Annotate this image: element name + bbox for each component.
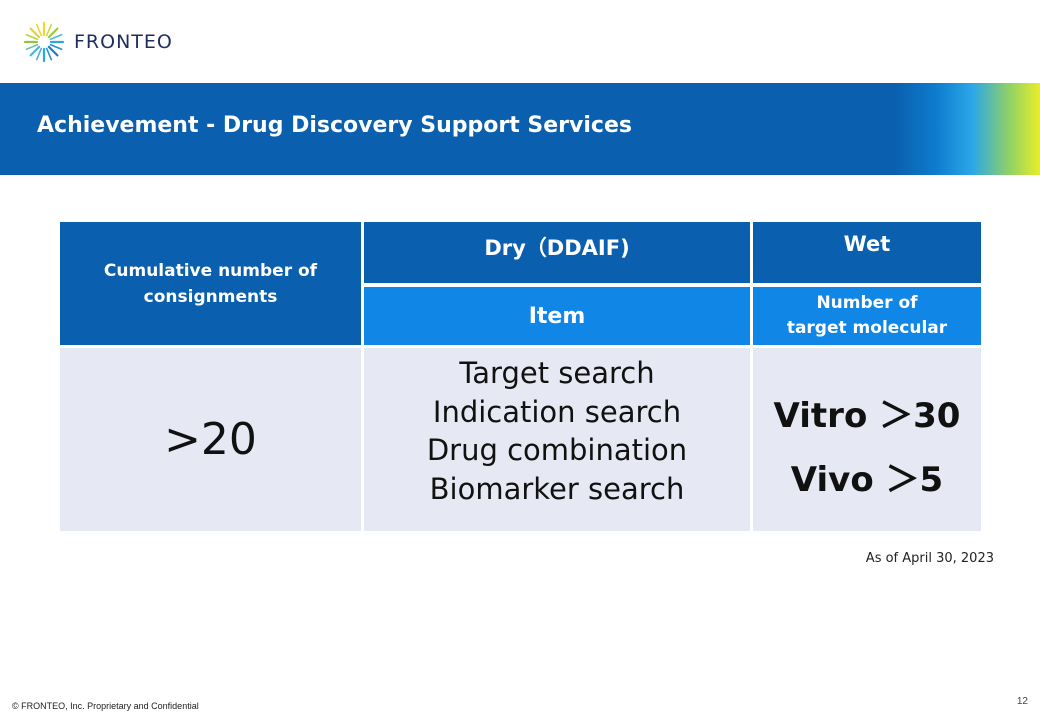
molecular-values: Vitro ＞30 Vivo ＞5 [753,348,981,531]
item-header: Item [364,287,750,345]
number-header: Number of target molecular [753,287,981,345]
logo-wordmark: FRONTEO [74,31,173,53]
cumulative-header: Cumulative number of consignments [60,222,361,345]
vivo-value: Vivo ＞5 [790,460,944,500]
dry-header: Dry（DDAIF) [364,222,750,283]
number-header-line1: Number of [816,293,918,313]
wet-header: Wet [753,222,981,283]
list-item: Biomarker search [429,471,685,506]
number-header-line2: target molecular [786,318,948,338]
list-item: Drug combination [426,433,688,467]
fronteo-logo: FRONTEO [22,20,173,64]
achievement-table: Cumulative number of consignments Dry（DD… [60,222,981,531]
page-title: Achievement - Drug Discovery Support Ser… [37,113,632,138]
page-number: 12 [1016,696,1028,707]
sunburst-icon [23,21,65,63]
as-of-date: As of April 30, 2023 [865,551,994,566]
list-item: Target search [459,356,655,390]
title-band [0,83,1040,175]
count-value: >20 [60,348,361,531]
vitro-value: Vitro ＞30 [773,396,961,436]
items-list: Target search Indication search Drug com… [364,348,750,531]
footer-copyright: © FRONTEO, Inc. Proprietary and Confiden… [12,701,199,711]
list-item: Indication search [432,394,682,429]
